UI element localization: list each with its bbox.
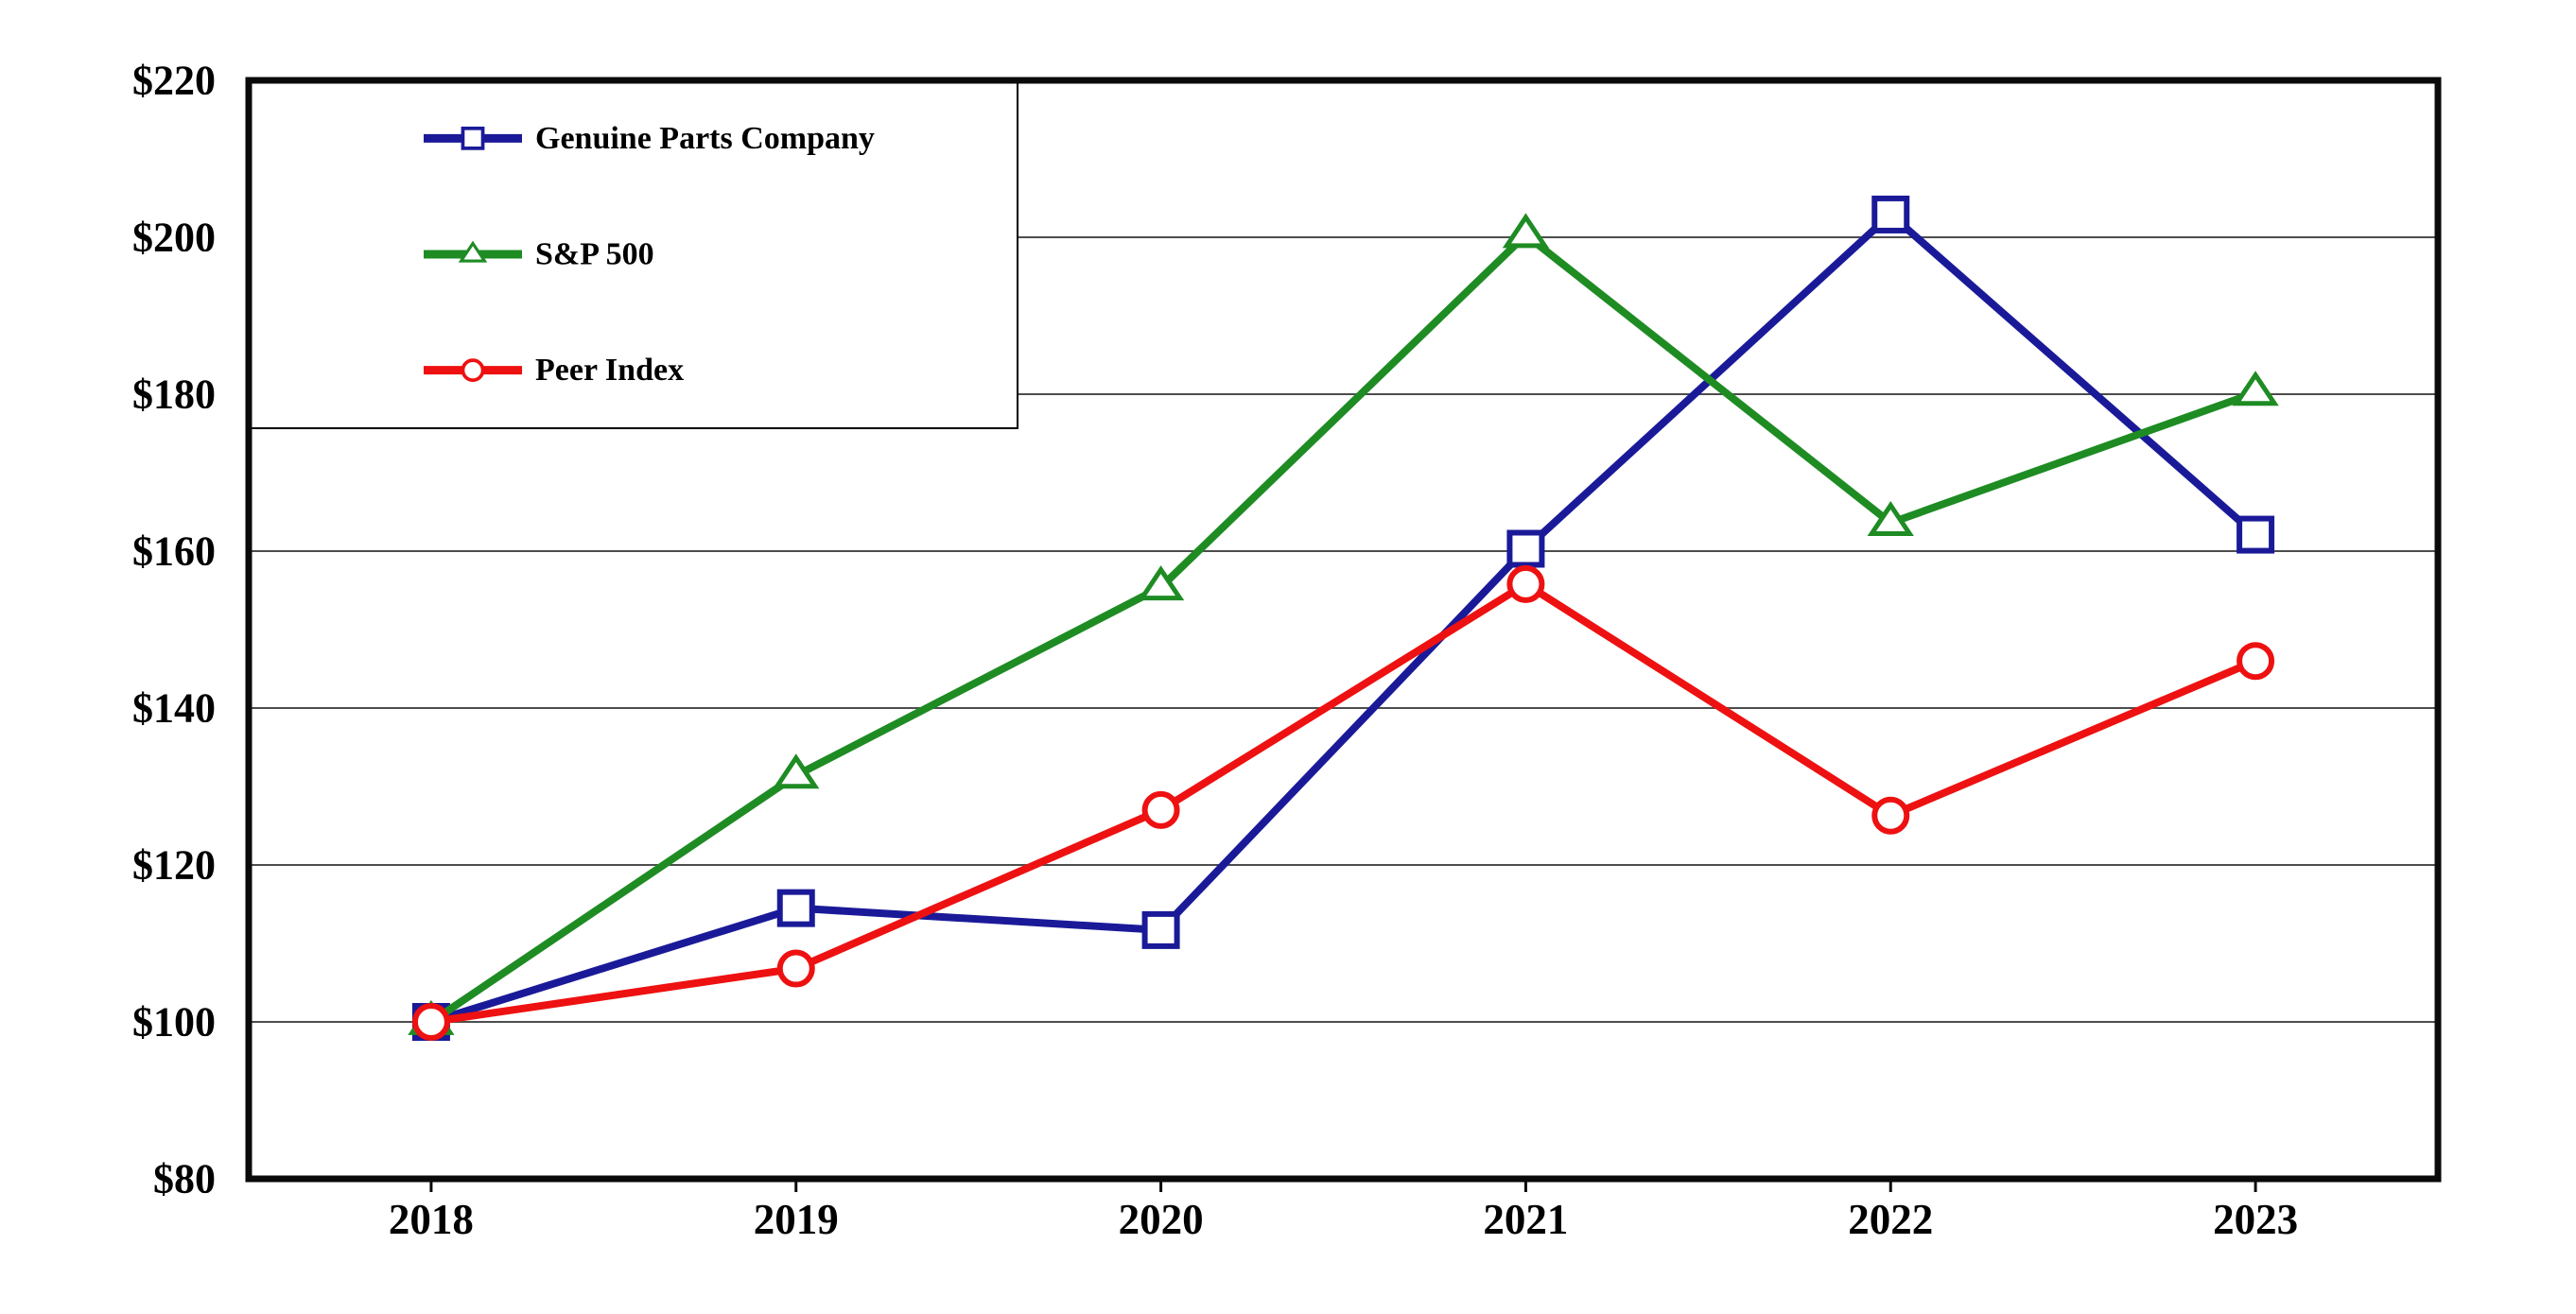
series-line-square <box>429 209 2258 1026</box>
y-axis-tick-label: $220 <box>132 58 216 104</box>
y-axis-tick-label: $200 <box>132 215 216 261</box>
y-axis-tick-label: $80 <box>153 1156 216 1202</box>
data-point-triangle-marker <box>1137 565 1185 601</box>
x-axis-tick-label: 2023 <box>2213 1196 2298 1243</box>
data-point-square-marker <box>2237 515 2275 554</box>
x-axis-tick-label: 2021 <box>1483 1196 1568 1243</box>
data-point-triangle-marker <box>1502 213 1550 249</box>
data-point-square-marker <box>1506 529 1545 568</box>
series-line-triangle <box>428 230 2257 1026</box>
data-point-circle-marker <box>1141 790 1180 829</box>
plot-border <box>245 77 2442 1183</box>
data-point-circle-marker <box>411 1003 450 1041</box>
legend-box <box>248 79 1018 429</box>
data-point-circle-marker <box>1506 564 1545 603</box>
x-axis-tick-label: 2022 <box>1848 1196 1933 1243</box>
data-point-triangle-marker <box>458 240 488 263</box>
data-point-square-marker <box>1141 910 1180 949</box>
legend-label: Genuine Parts Company <box>535 121 875 156</box>
data-point-circle-marker <box>461 358 485 383</box>
data-point-triangle-marker <box>1867 501 1914 537</box>
data-point-triangle-marker <box>2232 371 2279 406</box>
data-point-circle-marker <box>1871 796 1910 835</box>
y-axis-tick-label: $120 <box>132 842 216 889</box>
y-axis-tick-label: $100 <box>132 999 216 1046</box>
legend-label: Peer Index <box>535 353 684 388</box>
data-point-triangle-marker <box>773 753 820 789</box>
x-axis-tick-label: 2020 <box>1119 1196 1204 1243</box>
data-point-square-marker <box>776 889 815 927</box>
data-point-square-marker <box>461 126 485 150</box>
legend-label: S&P 500 <box>535 237 654 272</box>
data-point-square-marker <box>1871 195 1910 233</box>
y-axis-tick-label: $180 <box>132 372 216 418</box>
x-axis-tick-label: 2019 <box>754 1196 839 1243</box>
series-line-circle <box>430 579 2257 1026</box>
data-point-circle-marker <box>776 949 815 988</box>
x-axis-tick-label: 2018 <box>389 1196 474 1243</box>
y-axis-tick-label: $140 <box>132 685 216 732</box>
data-point-circle-marker <box>2237 642 2275 681</box>
y-axis-tick-label: $160 <box>132 528 216 575</box>
